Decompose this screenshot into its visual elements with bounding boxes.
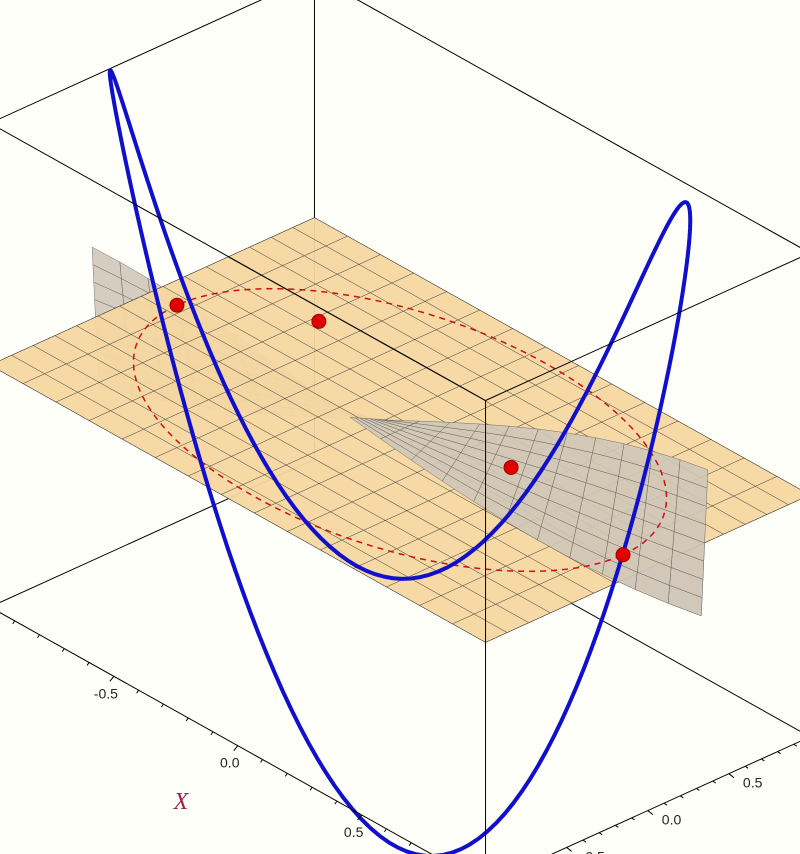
svg-text:0.5: 0.5 [743, 775, 763, 791]
svg-text:-0.5: -0.5 [94, 685, 118, 701]
svg-text:-0.5: -0.5 [581, 848, 605, 854]
svg-text:0.5: 0.5 [344, 824, 364, 840]
plot-3d: -1.0-0.50.00.51.0Z-1.0-0.50.00.51.0X-1.0… [0, 0, 800, 854]
axis-label-x: X [173, 789, 190, 815]
svg-text:0.0: 0.0 [220, 755, 240, 771]
intersection-point [504, 460, 518, 474]
intersection-point [170, 298, 184, 312]
intersection-point [616, 548, 630, 562]
intersection-point [312, 314, 326, 328]
svg-text:0.0: 0.0 [662, 812, 682, 828]
